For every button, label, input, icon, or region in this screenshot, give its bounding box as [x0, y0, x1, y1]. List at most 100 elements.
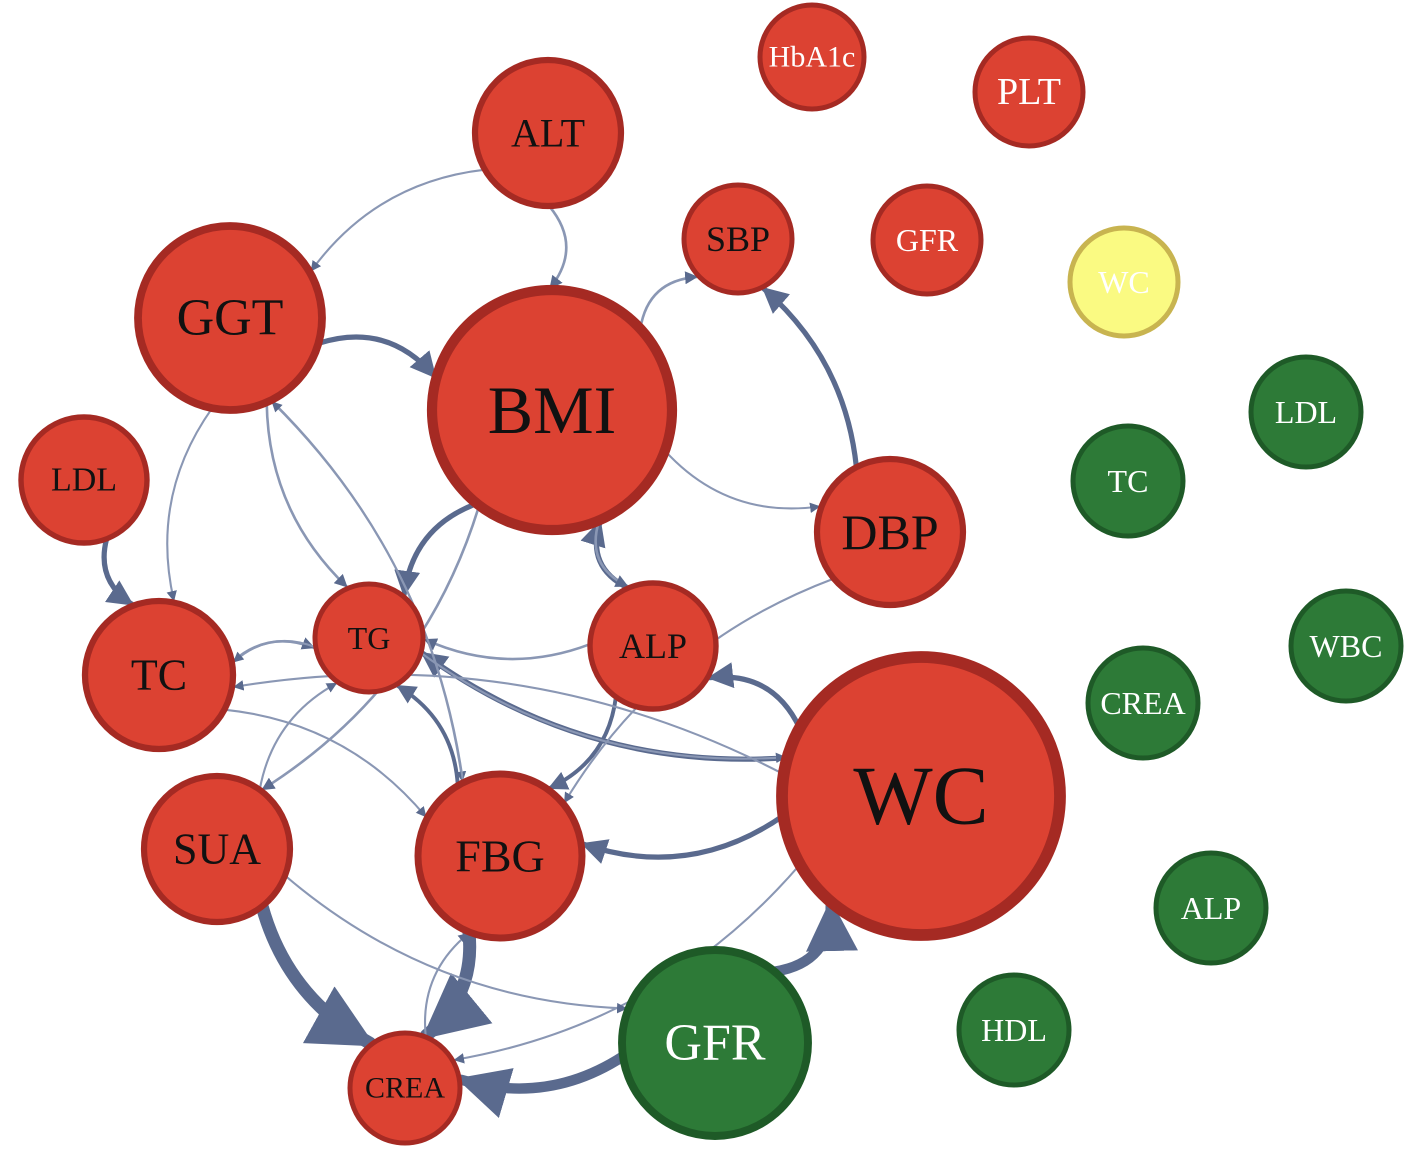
- edge-tg_r-to-wc_r: [419, 651, 787, 764]
- node-gfr_g: GFR: [618, 946, 812, 1140]
- node-plt_r: PLT: [972, 35, 1086, 149]
- node-fbg_r: FBG: [414, 770, 586, 942]
- node-crea_r: CREA: [347, 1030, 463, 1146]
- node-label-tc_r: TC: [131, 651, 187, 700]
- edge-sua_r-to-tg_r: [258, 682, 338, 791]
- node-label-sbp_r: SBP: [706, 219, 770, 259]
- node-alp_g: ALP: [1153, 850, 1269, 966]
- edge-sua_r-to-crea_r: [255, 899, 377, 1050]
- node-circle-dbp_r: [813, 455, 967, 609]
- node-circle-wc_r: [776, 651, 1066, 941]
- edge-fbg_r-to-ggt_r: [271, 400, 465, 784]
- node-label-bmi_r: BMI: [488, 372, 616, 448]
- node-circle-tg_r: [312, 581, 426, 695]
- node-circle-alp_r: [587, 580, 719, 712]
- edge-alt_r-to-bmi_r: [547, 204, 568, 290]
- node-circle-tc_g: [1070, 423, 1186, 539]
- node-wc_y: WC: [1067, 225, 1181, 339]
- node-label-dbp_r: DBP: [841, 504, 938, 560]
- edge-fbg_r-to-tg_r: [395, 684, 460, 788]
- node-gfr_r: GFR: [870, 183, 984, 297]
- node-label-wc_r: WC: [853, 750, 988, 843]
- node-circle-ggt_r: [134, 222, 326, 414]
- node-label-hdl_g: HDL: [981, 1012, 1047, 1048]
- node-circle-alt_r: [471, 56, 625, 210]
- node-circle-ldl_g: [1248, 354, 1364, 470]
- edge-tc_r-to-tg_r: [230, 637, 316, 664]
- edge-alp_r-to-fbg_r: [547, 694, 618, 791]
- node-label-gfr_r: GFR: [896, 222, 959, 258]
- edge-dbp_r-to-sbp_r: [761, 286, 859, 470]
- node-label-crea_g: CREA: [1100, 685, 1185, 721]
- node-label-wbc_g: WBC: [1310, 628, 1383, 664]
- node-label-tc_g: TC: [1108, 463, 1149, 499]
- edge-wc_r-to-tc_r: [233, 673, 785, 776]
- edge-ldl_r-to-tc_r: [101, 536, 135, 607]
- edge-bmi_r-to-dbp_r: [663, 449, 821, 513]
- edge-ggt_r-to-tg_r: [265, 401, 348, 588]
- node-alp_r: ALP: [587, 580, 719, 712]
- node-ldl_g: LDL: [1248, 354, 1364, 470]
- node-circle-plt_r: [972, 35, 1086, 149]
- node-circle-wbc_g: [1288, 588, 1404, 704]
- node-tg_r: TG: [312, 581, 426, 695]
- edge-bmi_r-to-tg_r: [394, 501, 480, 597]
- edge-wc_r-to-fbg_r: [580, 813, 786, 864]
- node-bmi_r: BMI: [426, 284, 678, 536]
- node-crea_g: CREA: [1085, 645, 1201, 761]
- node-label-ldl_r: LDL: [51, 462, 117, 499]
- node-label-sua_r: SUA: [173, 825, 261, 874]
- node-label-plt_r: PLT: [997, 71, 1061, 113]
- node-label-crea_r: CREA: [365, 1072, 445, 1105]
- node-ggt_r: GGT: [134, 222, 326, 414]
- node-hdl_g: HDL: [956, 972, 1072, 1088]
- edge-tg_r-to-tc_r: [232, 640, 317, 663]
- node-label-fbg_r: FBG: [455, 831, 544, 882]
- edge-tc_r-to-fbg_r: [223, 708, 427, 818]
- node-ldl_r: LDL: [18, 414, 150, 546]
- node-circle-crea_r: [347, 1030, 463, 1146]
- nodes-layer: HbA1c PLT ALT SBP GFR WC GGT BMI LDL DBP TC TG ALP WC…: [18, 2, 1404, 1146]
- edges-layer: [101, 168, 859, 1118]
- node-tc_r: TC: [81, 597, 237, 753]
- node-circle-gfr_r: [870, 183, 984, 297]
- node-wc_r: WC: [776, 651, 1066, 941]
- node-sbp_r: SBP: [681, 182, 795, 296]
- node-circle-sbp_r: [681, 182, 795, 296]
- node-hba1c_r: HbA1c: [757, 2, 867, 112]
- node-label-alp_r: ALP: [619, 626, 687, 666]
- node-tc_g: TC: [1070, 423, 1186, 539]
- edge-crea_r-to-fbg_r: [424, 932, 470, 1039]
- edge-gfr_g-to-crea_r: [456, 1051, 629, 1118]
- node-circle-sua_r: [140, 772, 294, 926]
- node-label-hba1c_r: HbA1c: [769, 41, 856, 74]
- edge-bmi_r-to-sbp_r: [639, 271, 699, 331]
- node-label-alp_g: ALP: [1181, 890, 1241, 926]
- edge-fbg_r-to-crea_r: [420, 925, 493, 1042]
- node-alt_r: ALT: [471, 56, 625, 210]
- node-circle-wc_y: [1067, 225, 1181, 339]
- node-circle-tc_r: [81, 597, 237, 753]
- node-circle-gfr_g: [618, 946, 812, 1140]
- node-circle-fbg_r: [414, 770, 586, 942]
- edge-alt_r-to-ggt_r: [310, 168, 486, 272]
- node-label-tg_r: TG: [348, 620, 391, 656]
- node-label-alt_r: ALT: [511, 111, 585, 156]
- node-circle-hba1c_r: [757, 2, 867, 112]
- node-circle-hdl_g: [956, 972, 1072, 1088]
- node-circle-crea_g: [1085, 645, 1201, 761]
- edge-ggt_r-to-tc_r: [166, 407, 214, 602]
- edge-ggt_r-to-bmi_r: [315, 334, 438, 380]
- node-label-ldl_g: LDL: [1275, 394, 1337, 430]
- edge-sua_r-to-gfr_g: [283, 874, 628, 1014]
- node-circle-ldl_r: [18, 414, 150, 546]
- edge-gfr_g-to-wc_r: [769, 899, 858, 977]
- node-circle-alp_g: [1153, 850, 1269, 966]
- edge-alp_r-to-tg_r: [423, 638, 592, 661]
- node-label-wc_y: WC: [1098, 264, 1150, 300]
- edge-bmi_r-to-alp_r: [594, 519, 629, 588]
- node-label-gfr_g: GFR: [664, 1015, 765, 1072]
- node-circle-bmi_r: [426, 284, 678, 536]
- edge-wc_r-to-alp_r: [707, 662, 803, 731]
